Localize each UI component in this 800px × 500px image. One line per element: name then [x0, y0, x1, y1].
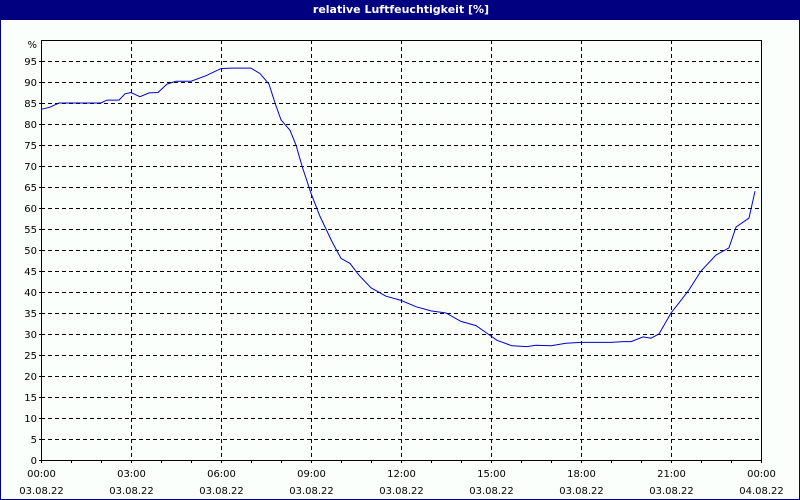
- x-tick-time: 00:00: [747, 469, 776, 480]
- x-tick-date: 03.08.22: [469, 486, 514, 497]
- chart-axes: [39, 40, 762, 463]
- chart-title: relative Luftfeuchtigkeit [%]: [1, 0, 800, 20]
- x-tick-date: 03.08.22: [559, 486, 604, 497]
- y-tick-label: 40: [24, 288, 37, 299]
- plot-frame: [41, 40, 762, 461]
- x-tick-date: 03.08.22: [19, 486, 64, 497]
- y-unit-label: %: [27, 40, 37, 51]
- x-tick-time: 15:00: [477, 469, 506, 480]
- y-tick-label: 5: [31, 435, 37, 446]
- y-tick-label: 75: [24, 141, 37, 152]
- x-tick-date: 03.08.22: [649, 486, 694, 497]
- x-tick-date: 03.08.22: [109, 486, 154, 497]
- y-tick-label: 55: [24, 225, 37, 236]
- x-tick-time: 12:00: [387, 469, 416, 480]
- y-axis-labels: 0 5 10 15 20 25 30 35 40 45 50 55 60 65 70 75 80 85 90 95%: [24, 40, 37, 467]
- x-tick-date: 03.08.22: [379, 486, 424, 497]
- x-tick-time: 00:00: [27, 469, 56, 480]
- y-tick-label: 85: [24, 99, 37, 110]
- x-tick-date: 04.08.22: [739, 486, 784, 497]
- y-tick-label: 25: [24, 351, 37, 362]
- y-tick-label: 80: [24, 120, 37, 131]
- x-tick-time: 18:00: [567, 469, 596, 480]
- y-tick-label: 15: [24, 393, 37, 404]
- x-tick-time: 21:00: [657, 469, 686, 480]
- y-tick-label: 0: [31, 456, 37, 467]
- y-tick-label: 60: [24, 204, 37, 215]
- y-tick-label: 35: [24, 309, 37, 320]
- y-tick-label: 10: [24, 414, 37, 425]
- x-tick-date: 03.08.22: [289, 486, 334, 497]
- y-tick-label: 90: [24, 78, 37, 89]
- y-tick-label: 70: [24, 162, 37, 173]
- x-tick-time: 09:00: [297, 469, 326, 480]
- y-tick-label: 65: [24, 183, 37, 194]
- chart-grid: [41, 40, 761, 460]
- y-tick-label: 30: [24, 330, 37, 341]
- x-tick-time: 06:00: [207, 469, 236, 480]
- humidity-series-line: [40, 67, 756, 348]
- y-tick-label: 45: [24, 267, 37, 278]
- x-tick-date: 03.08.22: [199, 486, 244, 497]
- y-tick-label: 50: [24, 246, 37, 257]
- y-tick-label: 95: [24, 57, 37, 68]
- x-axis-labels: 00:00 03.08.22 03:00 03.08.22 06:00 03.08.22 0…: [19, 469, 784, 497]
- y-tick-label: 20: [24, 372, 37, 383]
- x-tick-time: 03:00: [117, 469, 146, 480]
